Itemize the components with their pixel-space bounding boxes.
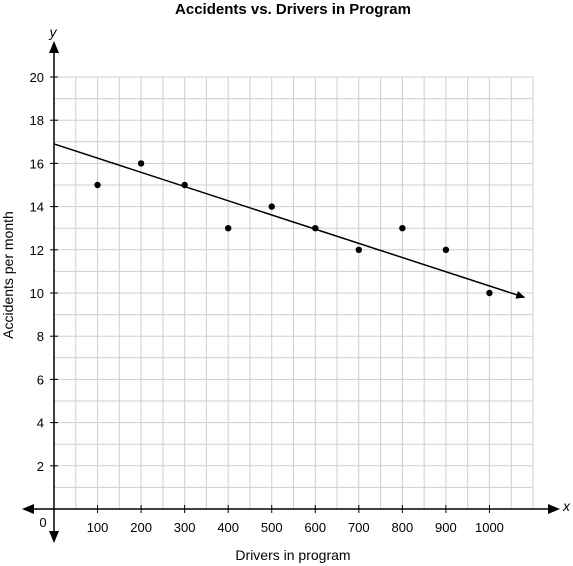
x-tick-label: 100 bbox=[87, 520, 109, 535]
y-axis-letter: y bbox=[49, 24, 58, 40]
data-point bbox=[355, 246, 363, 253]
x-axis-letter: x bbox=[562, 498, 571, 514]
x-tick-label: 700 bbox=[348, 520, 370, 535]
data-point bbox=[94, 181, 101, 189]
y-tick-label: 10 bbox=[30, 286, 44, 301]
axes bbox=[22, 41, 560, 543]
y-tick-label: 14 bbox=[30, 200, 44, 215]
y-tick-label: 18 bbox=[30, 113, 44, 128]
origin-label: 0 bbox=[39, 515, 46, 530]
trend-line-group bbox=[53, 143, 526, 299]
y-axis-arrow-top bbox=[49, 41, 59, 53]
x-axis-arrow-right bbox=[548, 504, 560, 514]
trend-line bbox=[53, 143, 526, 299]
y-tick-label: 2 bbox=[37, 459, 44, 474]
tick-labels: 100 200 300 400 500 600 700 800 900 1000246810121… bbox=[30, 70, 504, 535]
x-tick-label: 400 bbox=[217, 520, 239, 535]
y-tick-label: 4 bbox=[37, 416, 44, 431]
y-tick-label: 16 bbox=[30, 156, 44, 171]
y-tick-label: 8 bbox=[37, 329, 44, 344]
data-point bbox=[399, 225, 406, 232]
x-tick-label: 300 bbox=[174, 520, 196, 535]
y-axis-label: Accidents per month bbox=[0, 211, 16, 339]
x-axis-arrow-left bbox=[22, 504, 34, 514]
data-point bbox=[486, 289, 493, 297]
y-axis-arrow-bottom bbox=[49, 531, 59, 543]
x-tick-label: 1000 bbox=[475, 520, 504, 535]
data-point bbox=[224, 225, 232, 232]
data-point bbox=[312, 225, 319, 232]
y-tick-label: 20 bbox=[30, 70, 44, 85]
x-tick-label: 600 bbox=[304, 520, 326, 535]
y-tick-label: 6 bbox=[37, 372, 44, 387]
x-tick-label: 800 bbox=[392, 520, 414, 535]
data-points bbox=[94, 160, 493, 297]
x-tick-label: 500 bbox=[261, 520, 283, 535]
chart-title: Accidents vs. Drivers in Program bbox=[175, 1, 411, 18]
data-point bbox=[181, 181, 188, 189]
x-tick-label: 200 bbox=[130, 520, 152, 535]
data-point bbox=[137, 160, 145, 167]
x-tick-label: 900 bbox=[435, 520, 457, 535]
grid bbox=[54, 76, 534, 509]
data-point bbox=[442, 246, 450, 253]
x-axis-label: Drivers in program bbox=[235, 547, 350, 563]
y-tick-label: 12 bbox=[30, 243, 44, 258]
data-point bbox=[268, 203, 275, 210]
